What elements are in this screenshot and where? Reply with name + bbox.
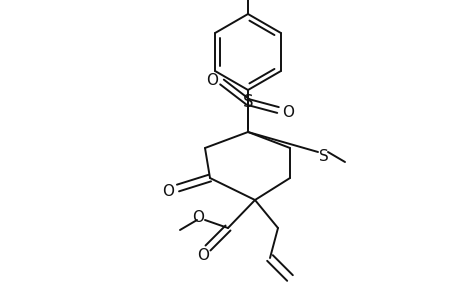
Text: S: S: [319, 148, 328, 164]
Text: O: O: [162, 184, 174, 199]
Text: S: S: [242, 93, 253, 111]
Text: O: O: [191, 211, 203, 226]
Text: O: O: [206, 73, 218, 88]
Text: O: O: [196, 248, 208, 263]
Text: O: O: [281, 104, 293, 119]
